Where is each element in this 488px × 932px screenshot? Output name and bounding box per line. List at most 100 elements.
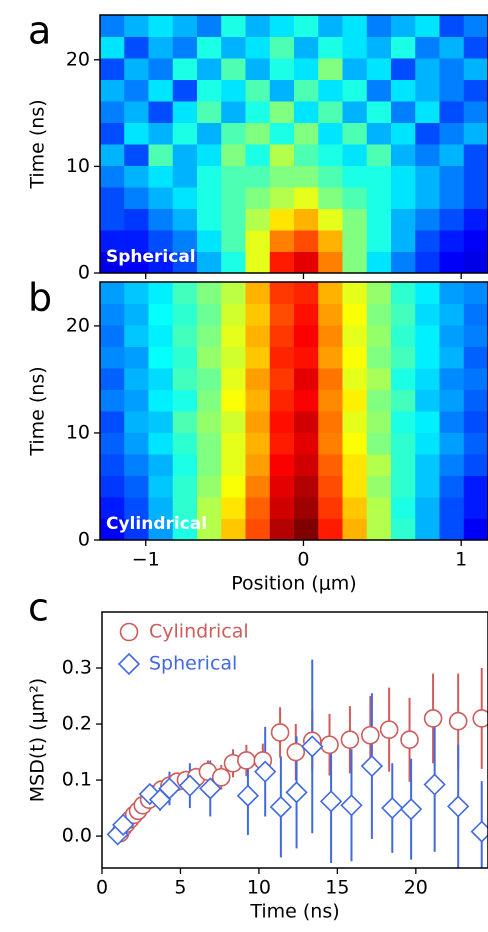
- heat-cell: [245, 475, 271, 498]
- heat-cell: [439, 36, 465, 59]
- heat-cell: [148, 251, 174, 273]
- marker: [423, 709, 443, 728]
- heat-cell: [294, 475, 319, 498]
- heat-cell: [391, 230, 416, 252]
- y-tick-label: 0.1: [62, 769, 92, 791]
- heat-cell: [366, 79, 392, 102]
- marker: [320, 735, 339, 755]
- heat-cell: [415, 144, 440, 166]
- heat-cell: [221, 165, 246, 188]
- heat-cell: [148, 282, 174, 304]
- heat-cell: [124, 325, 149, 347]
- heat-cell: [439, 58, 465, 80]
- heat-cell: [463, 411, 488, 433]
- heat-cell: [245, 325, 271, 347]
- heat-cell: [391, 165, 416, 188]
- legend-label: Spherical: [149, 653, 237, 675]
- heat-cell: [245, 389, 271, 412]
- heat-cell: [148, 36, 174, 59]
- heat-cell: [197, 497, 222, 519]
- heat-cell: [172, 58, 198, 80]
- heat-cell: [318, 230, 343, 252]
- heat-cell: [221, 454, 246, 476]
- heat-cell: [148, 325, 174, 347]
- marker: [211, 767, 231, 787]
- heat-cell: [294, 208, 319, 231]
- heat-cell: [415, 101, 440, 123]
- heat-cell: [463, 15, 488, 37]
- heat-cell: [269, 36, 295, 59]
- heat-cell: [294, 58, 319, 80]
- heat-cell: [342, 122, 368, 145]
- heat-cell: [391, 346, 416, 369]
- heat-cell: [269, 368, 295, 390]
- heat-cell: [318, 187, 343, 209]
- heat-cell: [124, 208, 149, 231]
- heat-cell: [269, 251, 295, 273]
- heat-cell: [294, 432, 319, 455]
- heat-cell: [439, 303, 465, 326]
- heat-cell: [221, 122, 246, 145]
- heat-cell: [172, 346, 198, 369]
- heat-cell: [245, 144, 271, 166]
- heat-cell: [245, 251, 271, 273]
- heat-cell: [124, 58, 149, 80]
- heat-cell: [148, 101, 174, 123]
- heat-cell: [415, 251, 440, 273]
- heat-cell: [318, 389, 343, 412]
- heat-cell: [221, 325, 246, 347]
- heat-cell: [197, 251, 222, 273]
- heat-cell: [366, 346, 392, 369]
- heat-cell: [294, 303, 319, 326]
- heat-cell: [269, 303, 295, 326]
- heat-cell: [148, 346, 174, 369]
- heat-cell: [366, 411, 392, 433]
- heat-cell: [245, 432, 271, 455]
- heat-cell: [221, 36, 246, 59]
- heat-cell: [197, 346, 222, 369]
- legend-label: Cylindrical: [149, 621, 249, 643]
- heat-cell: [245, 411, 271, 433]
- heat-cell: [269, 518, 295, 540]
- heat-cell: [197, 58, 222, 80]
- heat-cell: [439, 230, 465, 252]
- heat-cell: [439, 251, 465, 273]
- plot-area: [106, 659, 488, 868]
- heat-cell: [366, 208, 392, 231]
- heat-cell: [100, 122, 125, 145]
- marker: [319, 790, 343, 813]
- y-tick-label: 10: [66, 155, 90, 177]
- heat-cell: [439, 518, 465, 540]
- panel-label: a: [28, 9, 51, 53]
- heat-cell: [172, 368, 198, 390]
- heat-cell: [245, 15, 271, 37]
- heat-cell: [221, 187, 246, 209]
- heat-cell: [245, 165, 271, 188]
- heat-cell: [172, 303, 198, 326]
- marker: [138, 782, 161, 806]
- heat-cell: [124, 122, 149, 145]
- marker: [269, 795, 293, 819]
- heat-cell: [124, 411, 149, 433]
- heat-cell: [415, 36, 440, 59]
- heat-cell: [197, 389, 222, 412]
- heat-cell: [391, 79, 416, 102]
- heat-cell: [318, 15, 343, 37]
- heat-cell: [124, 282, 149, 304]
- marker: [178, 774, 202, 797]
- y-tick-label: 10: [66, 421, 90, 443]
- legend-marker: [117, 652, 141, 676]
- heat-cell: [366, 389, 392, 412]
- heat-cell: [391, 208, 416, 231]
- heat-cell: [439, 208, 465, 231]
- heat-cell: [294, 36, 319, 59]
- heat-cell: [245, 303, 271, 326]
- heat-cell: [318, 475, 343, 498]
- heat-cell: [391, 518, 416, 540]
- heat-cell: [391, 411, 416, 433]
- axes-frame: [99, 14, 488, 274]
- heat-cell: [439, 497, 465, 519]
- heat-cell: [172, 208, 198, 231]
- heat-cell: [463, 389, 488, 412]
- heat-cell: [172, 411, 198, 433]
